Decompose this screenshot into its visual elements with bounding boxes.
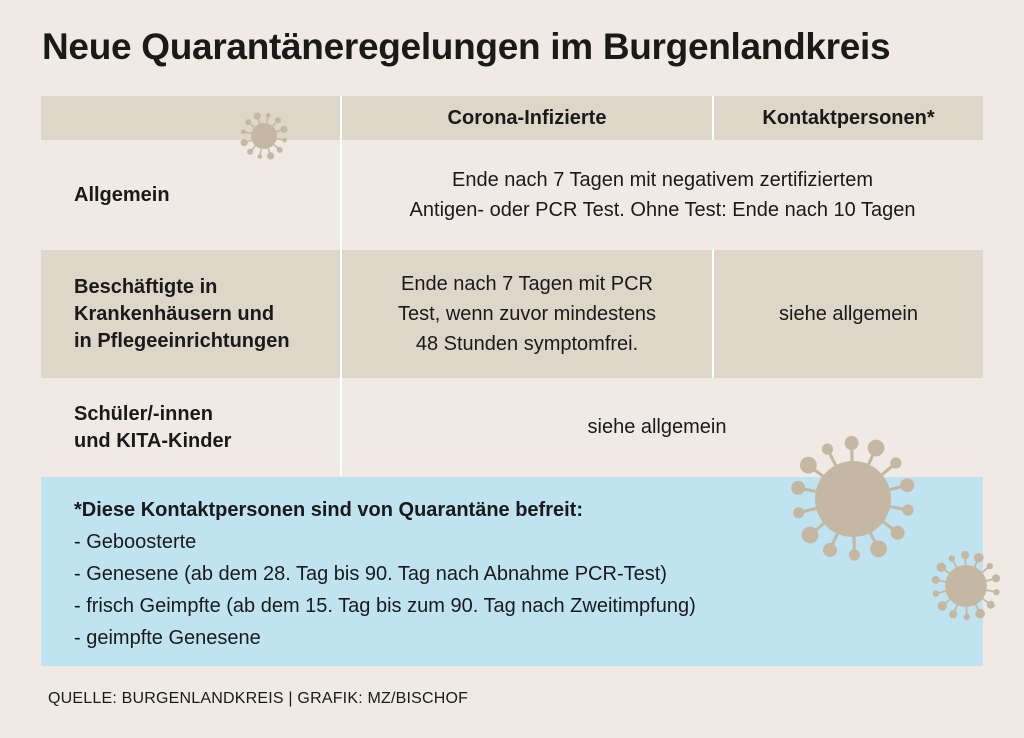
- row-label-allgemein: Allgemein: [74, 183, 170, 206]
- row-schueler-rule: siehe allgemein: [587, 416, 727, 438]
- exemption-note: *Diese Kontaktpersonen sind von Quarantä…: [41, 477, 983, 666]
- table-header-band: [41, 96, 983, 140]
- note-item: - frisch Geimpfte (ab dem 15. Tag bis zu…: [74, 595, 696, 617]
- column-divider: [340, 96, 342, 476]
- note-heading: *Diese Kontaktpersonen sind von Quarantä…: [74, 499, 583, 521]
- note-item: - Genesene (ab dem 28. Tag bis 90. Tag n…: [74, 563, 667, 585]
- header-contacts: Kontaktpersonen*: [762, 106, 935, 129]
- page-title: Neue Quarantäneregelungen im Burgenlandk…: [42, 26, 891, 67]
- column-divider: [712, 250, 714, 378]
- table-row-band: [41, 250, 983, 378]
- column-divider: [712, 96, 714, 140]
- source-credit: QUELLE: BURGENLANDKREIS | GRAFIK: MZ/BIS…: [48, 690, 469, 707]
- virus-icon-header: [240, 112, 288, 160]
- virus-icon-large: [791, 436, 915, 561]
- row-label-beschaeftigte: Beschäftigte in Krankenhäusern und in Pf…: [74, 275, 290, 352]
- row-beschaeftigte-infected: Ende nach 7 Tagen mit PCR Test, wenn zuv…: [398, 273, 656, 355]
- header-infected: Corona-Infizierte: [447, 106, 607, 129]
- row-allgemein-rule: Ende nach 7 Tagen mit negativem zertifiz…: [409, 169, 916, 221]
- virus-icon-small: [931, 551, 1001, 621]
- note-item: - geimpfte Genesene: [74, 627, 261, 649]
- row-beschaeftigte-contacts: siehe allgemein: [779, 302, 918, 325]
- note-item: - Geboosterte: [74, 531, 197, 553]
- row-label-schueler: Schüler/-innen und KITA-Kinder: [74, 402, 232, 452]
